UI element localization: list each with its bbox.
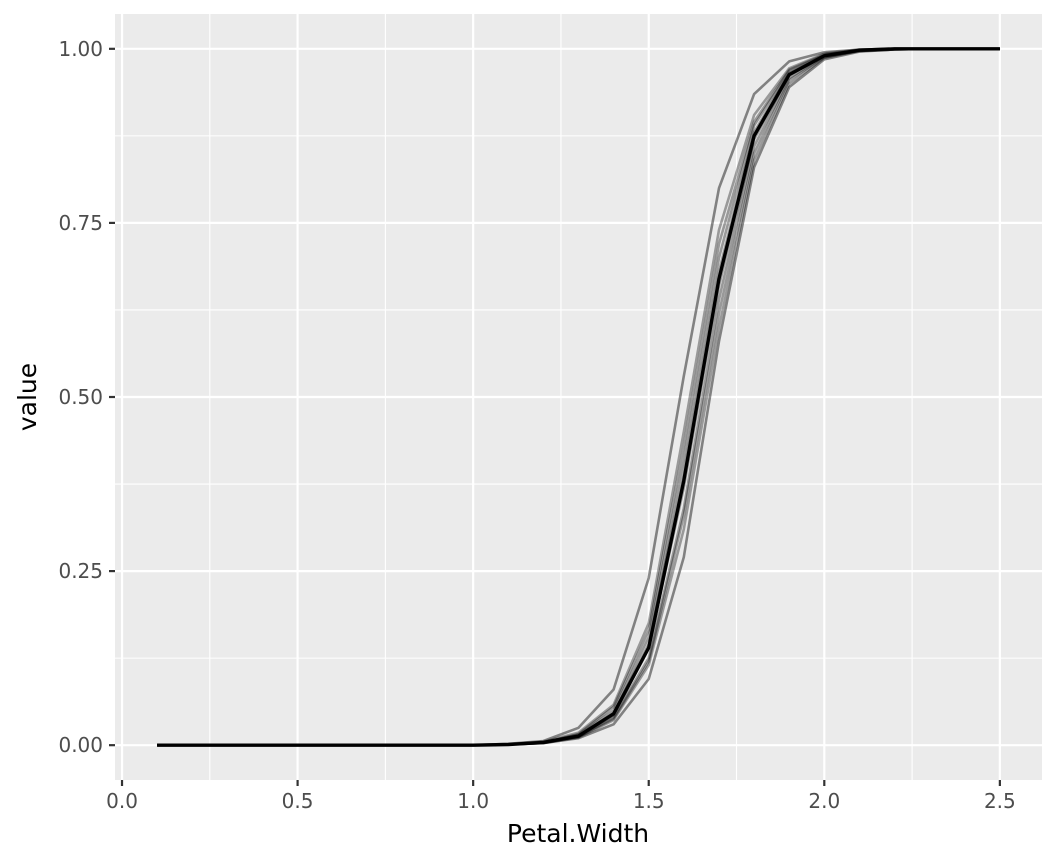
x-tick-label: 1.0 [457, 789, 489, 813]
series-lines [157, 47, 1000, 747]
y-tick-label: 0.50 [58, 385, 103, 409]
y-tick-label: 1.00 [58, 37, 103, 61]
y-axis-title: value [13, 363, 42, 431]
x-tick-label: 2.0 [808, 789, 840, 813]
y-tick-label: 0.25 [58, 559, 103, 583]
x-tick-label: 1.5 [633, 789, 665, 813]
x-axis-title: Petal.Width [507, 819, 649, 848]
y-tick-label: 0.75 [58, 211, 103, 235]
y-axis-tick-labels: 0.00 0.25 0.50 0.75 1.00 [58, 37, 103, 757]
x-tick-label: 2.5 [984, 789, 1016, 813]
y-tick-label: 0.00 [58, 733, 103, 757]
x-tick-label: 0.5 [282, 789, 314, 813]
x-axis-tick-labels: 0.0 0.5 1.0 1.5 2.0 2.5 [106, 789, 1016, 813]
axis-ticks [109, 47, 1001, 786]
x-tick-label: 0.0 [106, 789, 138, 813]
series-line [157, 47, 1000, 747]
